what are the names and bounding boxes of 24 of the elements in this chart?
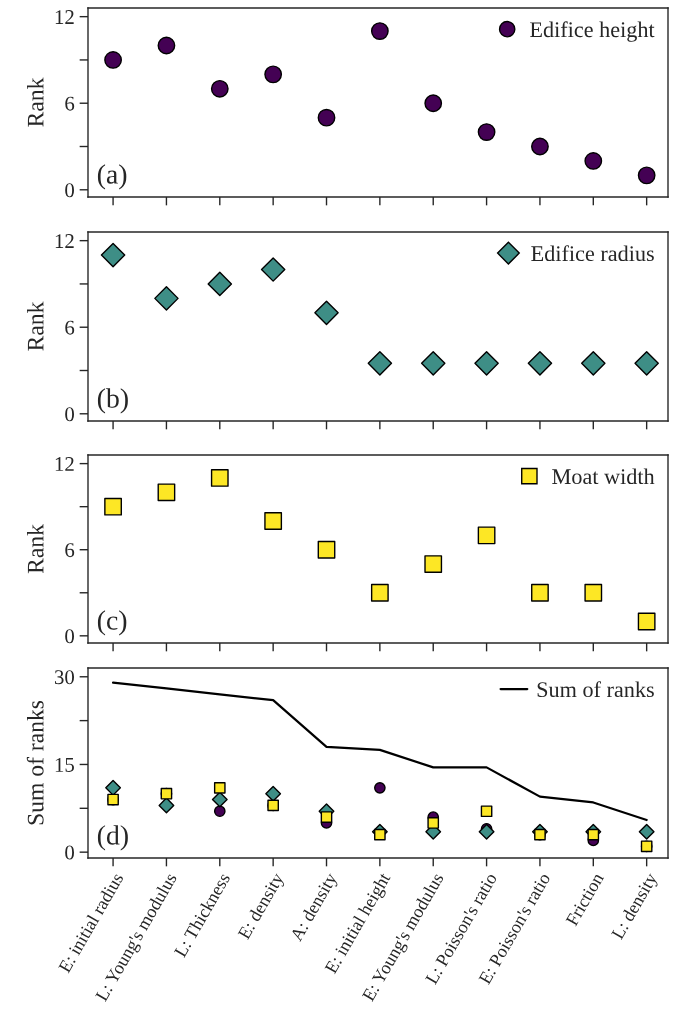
y-tick-label: 12	[55, 10, 74, 24]
annotation: (d)	[97, 825, 128, 851]
y-axis-title: Rank	[27, 524, 44, 574]
y-tick-label: 0	[65, 407, 75, 422]
legend-label: Edifice radius	[531, 245, 654, 262]
y-tick-label: 12	[55, 234, 74, 248]
y-axis-title: Rank	[27, 77, 44, 127]
y-tick-label: 6	[65, 96, 75, 111]
y-tick-label: 6	[65, 320, 75, 335]
legend-label: Edifice height	[530, 21, 655, 42]
y-tick-label: 0	[65, 183, 75, 198]
legend-label: Sum of ranks	[537, 681, 654, 698]
y-tick-label: 6	[65, 543, 75, 558]
y-tick-label: 0	[65, 845, 75, 860]
annotation: (b)	[97, 388, 128, 414]
legend-label: Moat width	[552, 468, 655, 485]
annotation: (a)	[97, 164, 127, 190]
y-axis-title: Rank	[27, 301, 44, 351]
annotation: (c)	[97, 610, 127, 636]
y-tick-label: 15	[55, 757, 74, 772]
y-axis-title: Sum of ranks	[26, 700, 44, 825]
y-tick-label: 12	[55, 457, 74, 471]
y-tick-label: 0	[65, 629, 75, 644]
y-tick-label: 30	[54, 670, 75, 685]
